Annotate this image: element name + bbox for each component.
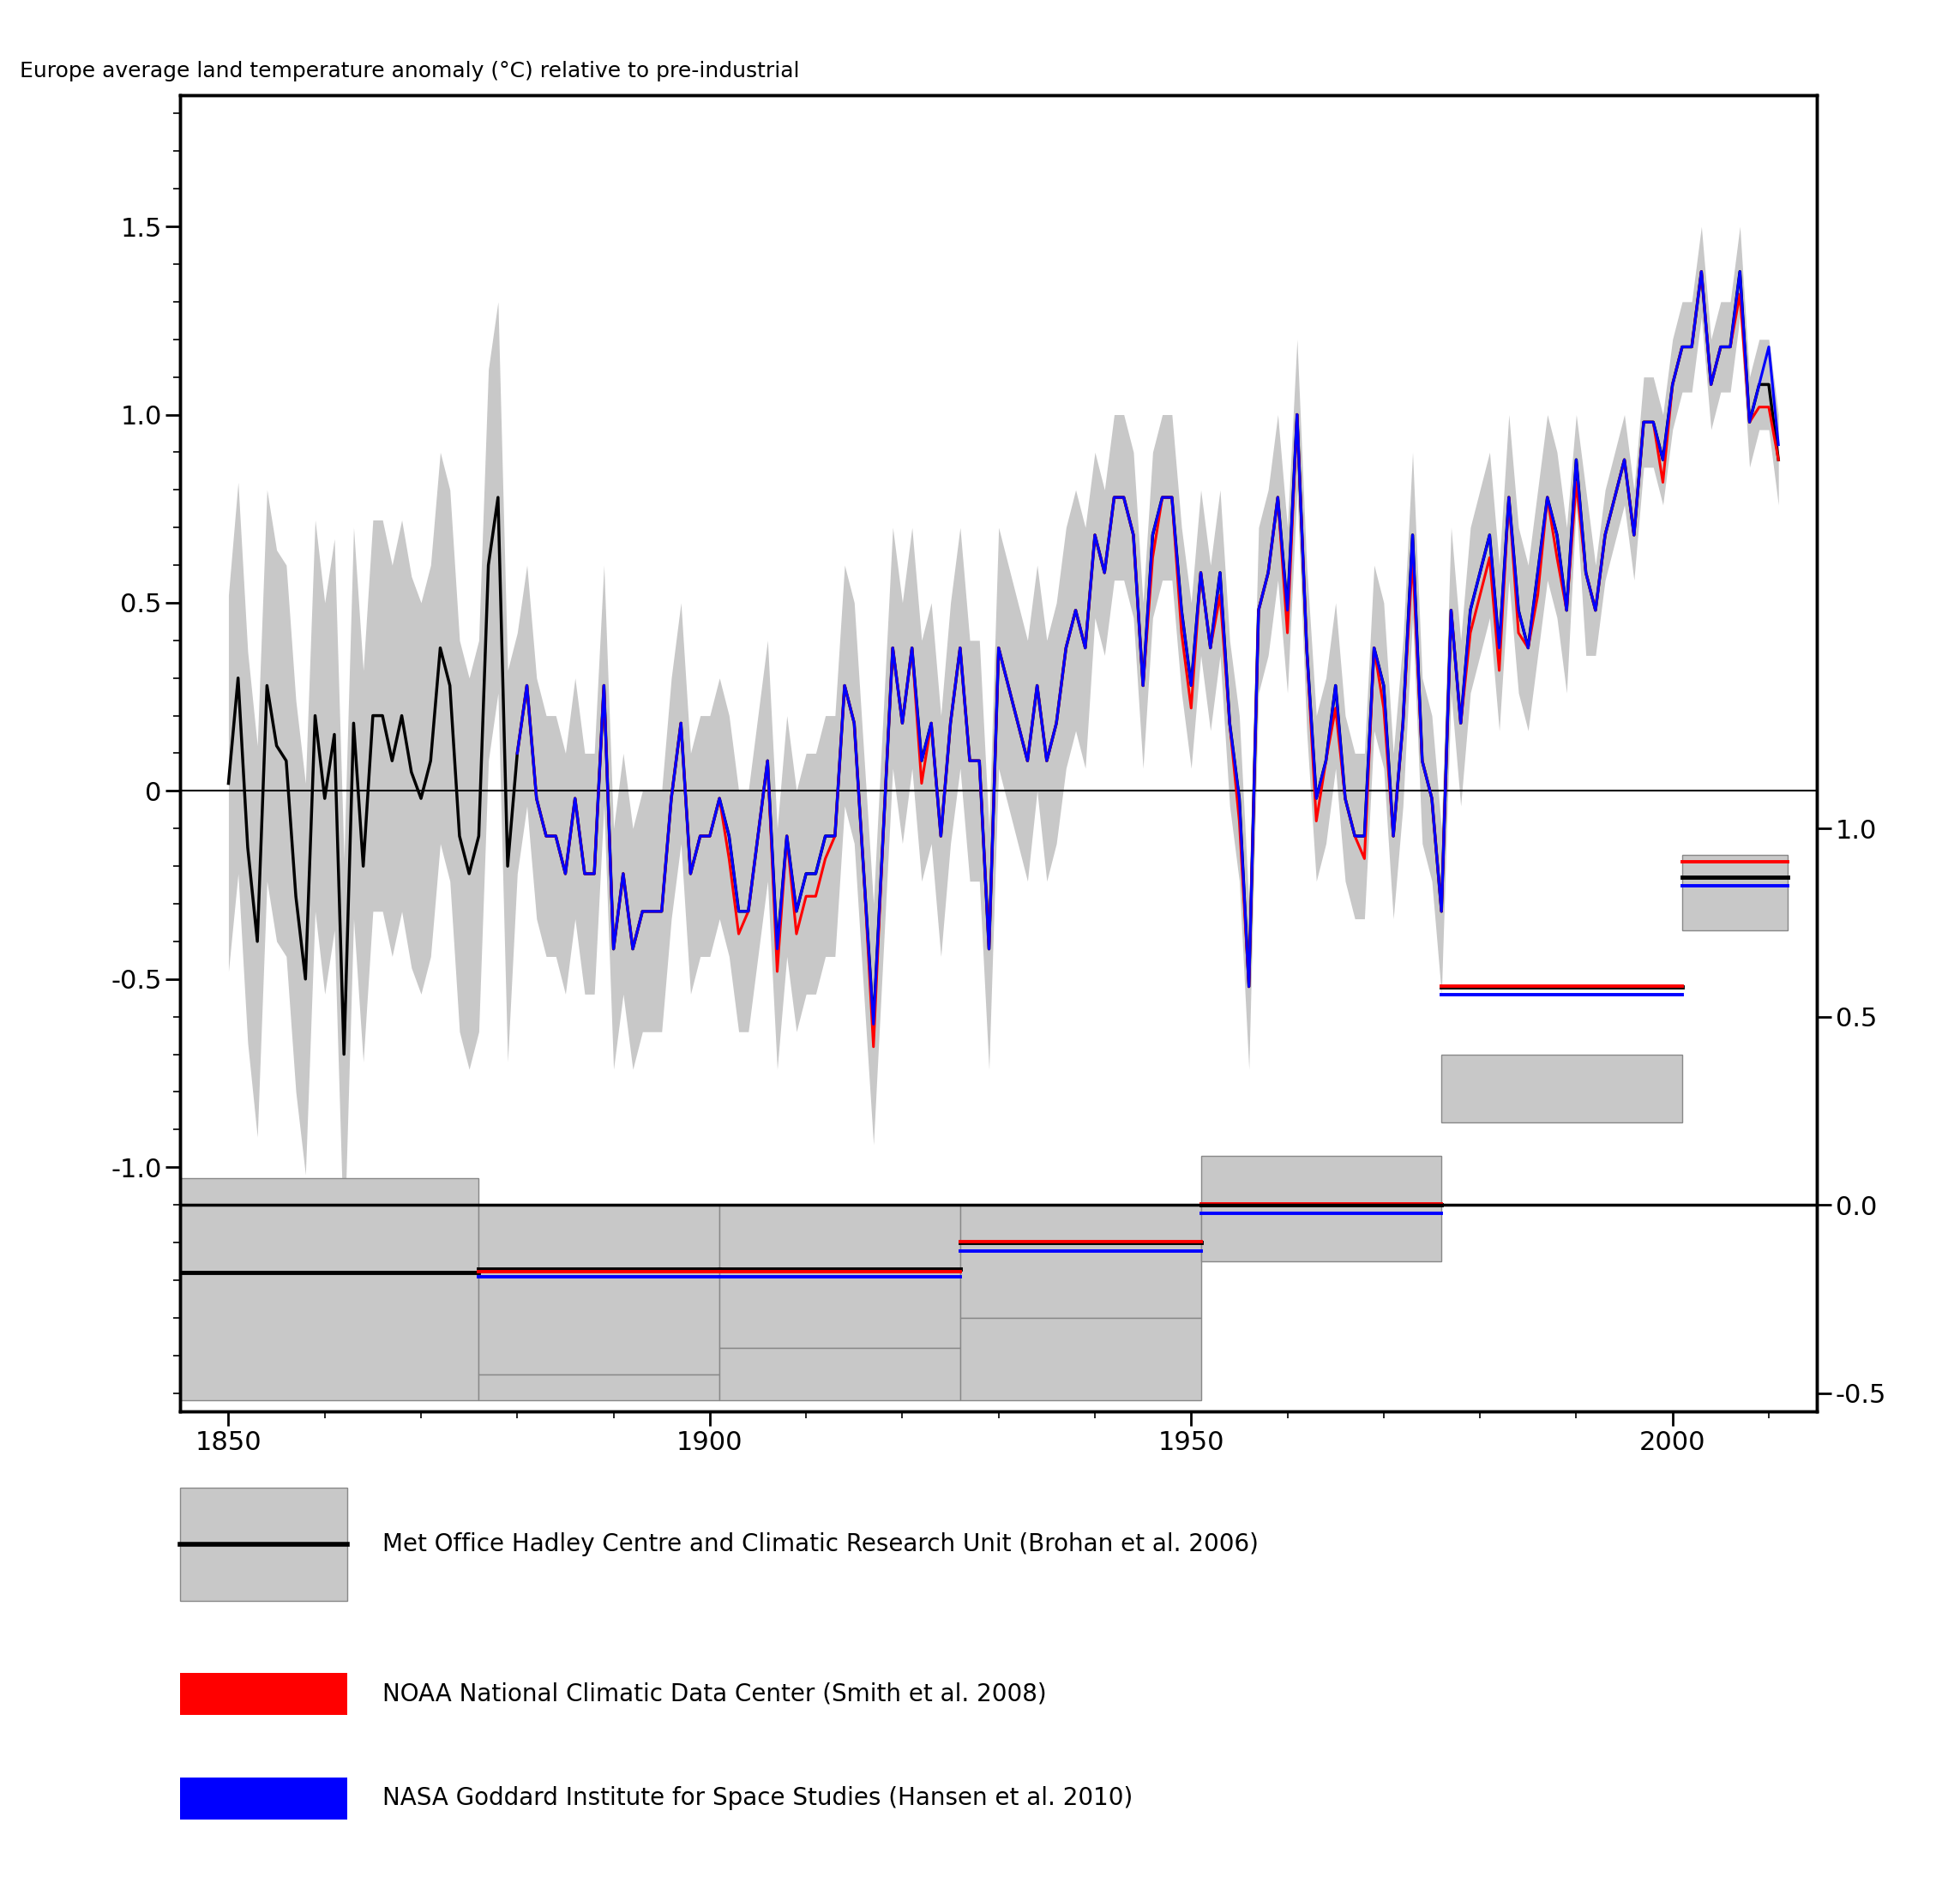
Bar xyxy=(478,1374,719,1400)
Bar xyxy=(180,1179,478,1400)
Bar xyxy=(960,1205,1201,1317)
Text: NOAA National Climatic Data Center (Smith et al. 2008): NOAA National Climatic Data Center (Smit… xyxy=(382,1683,1047,1706)
Bar xyxy=(719,1347,960,1400)
Bar xyxy=(960,1317,1201,1400)
Text: Met Office Hadley Centre and Climatic Research Unit (Brohan et al. 2006): Met Office Hadley Centre and Climatic Re… xyxy=(382,1533,1258,1556)
Text: Europe average land temperature anomaly (°C) relative to pre-industrial: Europe average land temperature anomaly … xyxy=(20,61,800,81)
Bar xyxy=(719,1205,960,1347)
Bar xyxy=(1441,1054,1682,1122)
Bar xyxy=(1682,855,1788,930)
Bar xyxy=(1201,1156,1441,1262)
Bar xyxy=(478,1205,719,1374)
Text: NASA Goddard Institute for Space Studies (Hansen et al. 2010): NASA Goddard Institute for Space Studies… xyxy=(382,1787,1133,1810)
